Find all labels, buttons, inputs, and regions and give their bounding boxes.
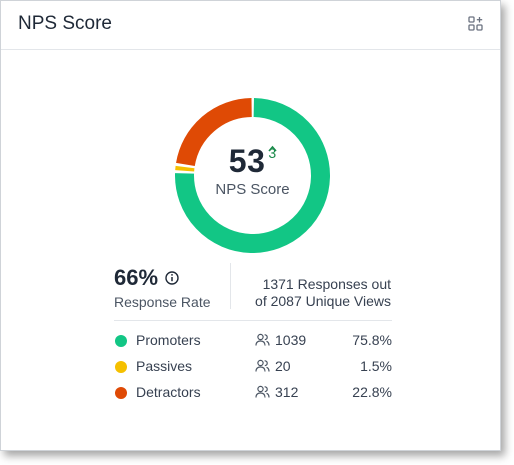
nps-score-value: 53 — [228, 143, 266, 179]
donut-svg — [175, 98, 330, 253]
add-widget-icon[interactable] — [468, 16, 484, 32]
legend-dot — [115, 335, 127, 347]
legend-dot — [115, 361, 127, 373]
horizontal-divider — [114, 320, 392, 321]
legend-percent: 1.5% — [360, 358, 392, 374]
vertical-divider — [230, 263, 231, 309]
legend-name: Passives — [136, 358, 193, 374]
score-delta-value: 3 — [268, 145, 277, 161]
response-rate-value: 66% — [114, 265, 159, 290]
response-rate-label: Response Rate — [114, 294, 211, 310]
responses-summary-line1: 1371 Responses out — [262, 276, 391, 292]
legend-count: 20 — [275, 358, 291, 374]
legend-name: Detractors — [136, 384, 201, 400]
nps-donut-chart: 53 3 NPS Score — [175, 98, 330, 253]
people-icon — [255, 385, 270, 398]
legend-row-promoters: Promoters 1039 75.8% — [114, 332, 392, 358]
widget-title: NPS Score — [18, 13, 112, 34]
responses-summary: 1371 Responses out of 2087 Unique Views — [241, 276, 391, 310]
legend-name: Promoters — [136, 332, 201, 348]
people-icon — [255, 333, 270, 346]
donut-center: 53 3 NPS Score — [175, 143, 330, 198]
legend-row-detractors: Detractors 312 22.8% — [114, 384, 392, 410]
donut-segment-detractors[interactable] — [176, 98, 253, 167]
chevron-up-icon — [268, 145, 277, 152]
legend-count: 1039 — [275, 332, 307, 348]
nps-breakdown-legend: Promoters 1039 75.8% Passives 20 1.5% Detracto… — [114, 332, 392, 410]
info-icon[interactable] — [165, 271, 179, 285]
responses-summary-line2: of 2087 Unique Views — [255, 293, 391, 309]
legend-row-passives: Passives 20 1.5% — [114, 358, 392, 384]
legend-percent: 22.8% — [352, 384, 392, 400]
legend-dot — [115, 387, 127, 399]
donut-segment-promoters[interactable] — [175, 98, 330, 253]
response-rate-block: 66% Response Rate — [114, 265, 211, 310]
legend-percent: 75.8% — [352, 332, 392, 348]
nps-score-widget: NPS Score 53 3 NPS Score — [0, 0, 501, 451]
people-icon — [255, 359, 270, 372]
widget-header: NPS Score — [1, 1, 500, 50]
score-delta: 3 — [268, 145, 277, 161]
legend-count: 312 — [275, 384, 299, 400]
nps-score-label: NPS Score — [215, 181, 290, 198]
